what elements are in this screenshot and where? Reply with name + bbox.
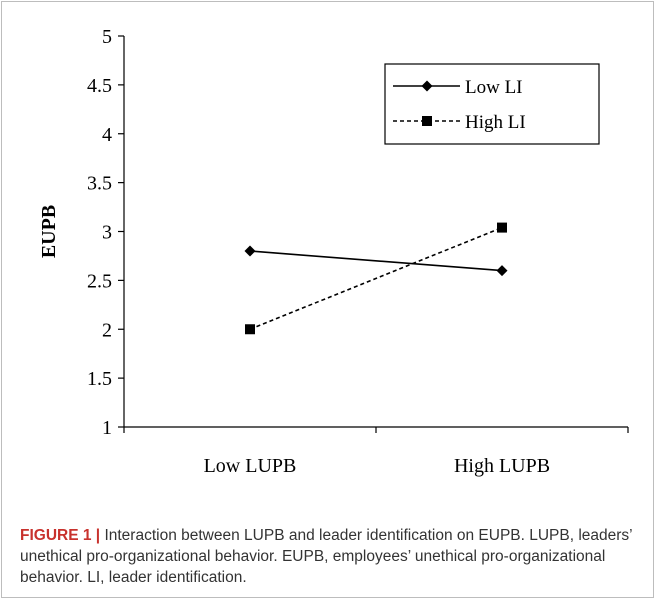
y-tick-label: 1 — [102, 417, 112, 439]
data-point — [244, 245, 256, 257]
legend-item: High LI — [393, 112, 526, 133]
caption-text: Interaction between LUPB and leader iden… — [20, 527, 633, 586]
series-line — [249, 226, 503, 330]
line-chart: 1 1.5 2 2.5 3 3.5 4 4.5 5 Low LUPB High LUPB EUPB… — [38, 26, 629, 477]
y-tick-labels: 1 1.5 2 2.5 3 3.5 4 4.5 5 — [87, 26, 112, 439]
legend-marker — [421, 80, 433, 92]
figure-label: FIGURE 1 — [20, 527, 92, 544]
series-layer — [244, 222, 508, 335]
legend-box — [384, 63, 600, 145]
x-tick-label: Low LUPB — [204, 455, 297, 477]
legend: Low LI High LI — [384, 63, 600, 145]
y-tick-label: 4 — [102, 124, 112, 146]
legend-item: Low LI — [393, 77, 523, 98]
x-tick-labels: Low LUPB High LUPB — [204, 455, 550, 477]
legend-marker — [422, 116, 432, 126]
y-tick-label: 1.5 — [87, 368, 112, 390]
figure-separator: | — [95, 527, 101, 544]
data-point — [497, 222, 507, 233]
figure-caption: FIGURE 1 | Interaction between LUPB and … — [20, 525, 640, 588]
y-tick-label: 3 — [102, 222, 112, 244]
y-tick-label: 2 — [102, 319, 112, 341]
y-tick-label: 4.5 — [87, 75, 112, 97]
y-tick-label: 3.5 — [87, 173, 112, 195]
legend-label: Low LI — [465, 77, 523, 98]
x-tick-label: High LUPB — [454, 455, 550, 477]
y-tick-label: 2.5 — [87, 270, 112, 292]
y-axis-title: EUPB — [38, 205, 60, 258]
series-line — [249, 250, 503, 272]
data-point — [245, 324, 255, 335]
series-low-li — [244, 245, 508, 277]
legend-label: High LI — [465, 112, 526, 133]
series-high-li — [245, 222, 507, 335]
chart-axes — [118, 35, 629, 433]
data-point — [496, 265, 508, 277]
y-tick-label: 5 — [102, 26, 112, 48]
